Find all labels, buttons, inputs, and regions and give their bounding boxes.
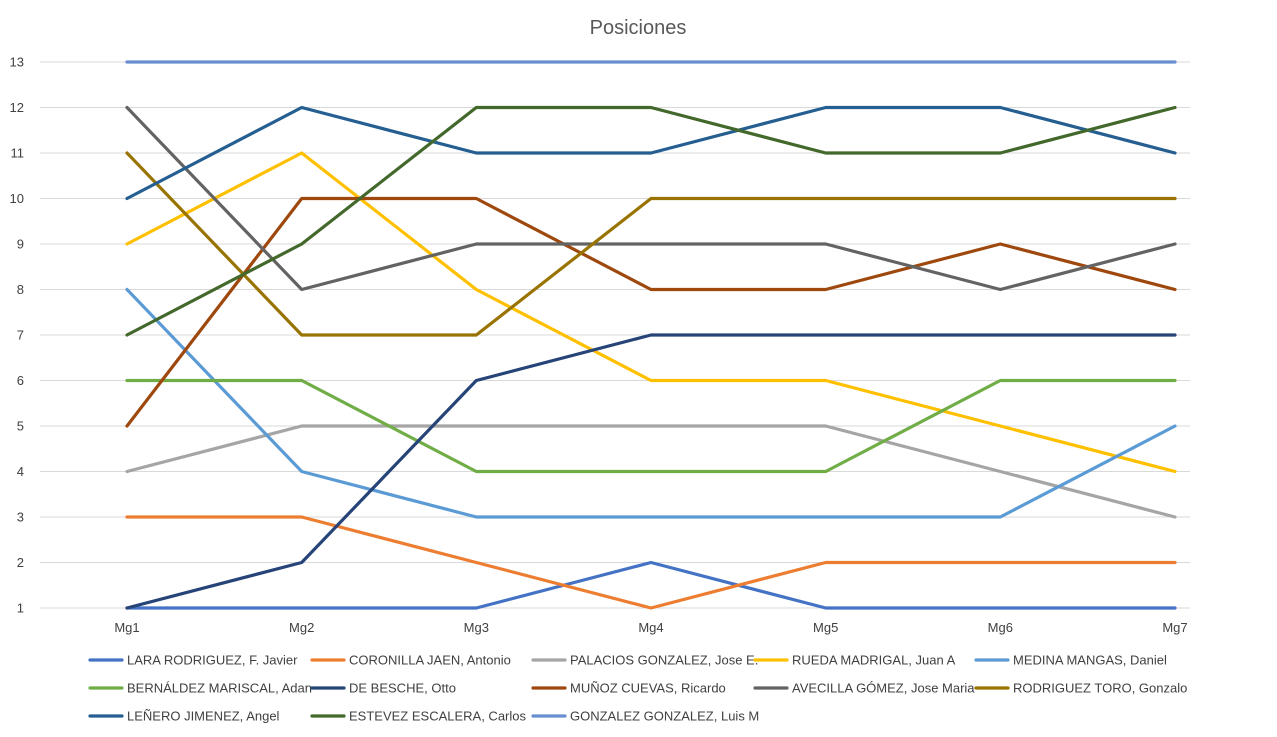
series-line [125, 287, 1177, 519]
legend-label: MEDINA MANGAS, Daniel [1013, 653, 1167, 668]
x-tick-label: Mg3 [464, 620, 489, 635]
legend-item: MUÑOZ CUEVAS, Ricardo [531, 681, 726, 696]
y-tick-label: 10 [10, 191, 24, 206]
legend-label: LEÑERO JIMENEZ, Angel [127, 709, 280, 724]
legend-label: RUEDA MADRIGAL, Juan A [792, 653, 956, 668]
y-tick-label: 11 [11, 146, 25, 161]
y-tick-label: 6 [17, 373, 24, 388]
series-line [125, 424, 1177, 519]
legend-label: RODRIGUEZ TORO, Gonzalo [1013, 681, 1187, 696]
legend-item: LARA RODRIGUEZ, F. Javier [88, 653, 298, 668]
series-line [125, 515, 1177, 610]
x-tick-label: Mg4 [638, 620, 663, 635]
y-tick-label: 3 [17, 510, 24, 525]
legend-label: ESTEVEZ ESCALERA, Carlos [349, 709, 526, 724]
legend-item: PALACIOS GONZALEZ, Jose E. [531, 653, 758, 668]
series-line [125, 105, 1177, 337]
series-line [125, 105, 1177, 201]
legend-item: RUEDA MADRIGAL, Juan A [753, 653, 956, 668]
series-line [125, 560, 1177, 610]
legend-label: LARA RODRIGUEZ, F. Javier [127, 653, 298, 668]
legend-label: AVECILLA GÓMEZ, Jose Maria [792, 681, 975, 696]
legend-item: CORONILLA JAEN, Antonio [310, 653, 511, 668]
y-tick-label: 7 [17, 328, 24, 343]
series-line [125, 196, 1177, 428]
x-axis-ticks: Mg1 Mg2 Mg3 Mg4 Mg5 Mg6 Mg7 [114, 620, 1187, 635]
legend-label: BERNÁLDEZ MARISCAL, Adan [127, 681, 312, 696]
legend-item: MEDINA MANGAS, Daniel [974, 653, 1167, 668]
series-line [125, 151, 1177, 337]
series-lines [125, 60, 1177, 610]
legend-item: LEÑERO JIMENEZ, Angel [88, 709, 280, 724]
series-line [125, 333, 1177, 610]
y-tick-label: 12 [10, 100, 24, 115]
legend-label: GONZALEZ GONZALEZ, Luis M [570, 709, 759, 724]
legend-label: CORONILLA JAEN, Antonio [349, 653, 511, 668]
y-tick-label: 8 [17, 282, 24, 297]
legend-label: MUÑOZ CUEVAS, Ricardo [570, 681, 726, 696]
y-tick-label: 1 [17, 601, 24, 616]
chart-title: Posiciones [590, 17, 687, 39]
x-tick-label: Mg1 [114, 620, 139, 635]
y-tick-label: 5 [17, 419, 24, 434]
y-tick-label: 2 [17, 555, 24, 570]
y-tick-label: 9 [17, 237, 24, 252]
legend-item: GONZALEZ GONZALEZ, Luis M [531, 709, 759, 724]
x-tick-label: Mg7 [1162, 620, 1187, 635]
y-tick-label: 4 [17, 464, 24, 479]
legend-item: RODRIGUEZ TORO, Gonzalo [974, 681, 1187, 696]
series-line [125, 151, 1177, 474]
y-tick-label: 13 [10, 55, 24, 70]
legend-item: ESTEVEZ ESCALERA, Carlos [310, 709, 526, 724]
legend-item: BERNÁLDEZ MARISCAL, Adan [88, 681, 312, 696]
legend-label: PALACIOS GONZALEZ, Jose E. [570, 653, 758, 668]
series-line [125, 378, 1177, 474]
x-tick-label: Mg2 [289, 620, 314, 635]
legend-label: DE BESCHE, Otto [349, 681, 456, 696]
legend-item: AVECILLA GÓMEZ, Jose Maria [753, 681, 975, 696]
x-tick-label: Mg6 [988, 620, 1013, 635]
legend-item: DE BESCHE, Otto [310, 681, 456, 696]
x-tick-label: Mg5 [813, 620, 838, 635]
legend: LARA RODRIGUEZ, F. Javier CORONILLA JAEN,… [88, 653, 1187, 724]
series-line [125, 105, 1177, 292]
